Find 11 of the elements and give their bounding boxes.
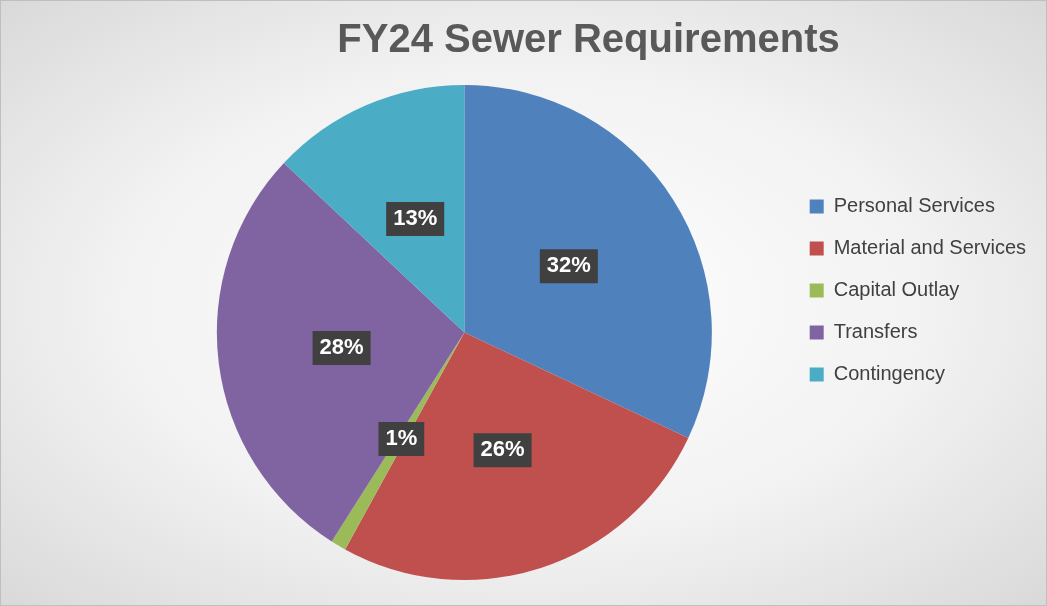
- data-label: 26%: [480, 436, 525, 462]
- legend-label: Material and Services: [833, 236, 1027, 259]
- data-label: 32%: [546, 252, 591, 278]
- data-label: 13%: [393, 204, 438, 230]
- data-label: 28%: [319, 334, 364, 360]
- legend-label: Personal Services: [833, 194, 995, 217]
- legend-label: Contingency: [833, 362, 945, 385]
- legend-label: Capital Outlay: [833, 278, 960, 301]
- chart-title: FY24 Sewer Requirements: [337, 16, 840, 61]
- legend-label: Transfers: [833, 320, 918, 343]
- data-label: 1%: [385, 425, 418, 451]
